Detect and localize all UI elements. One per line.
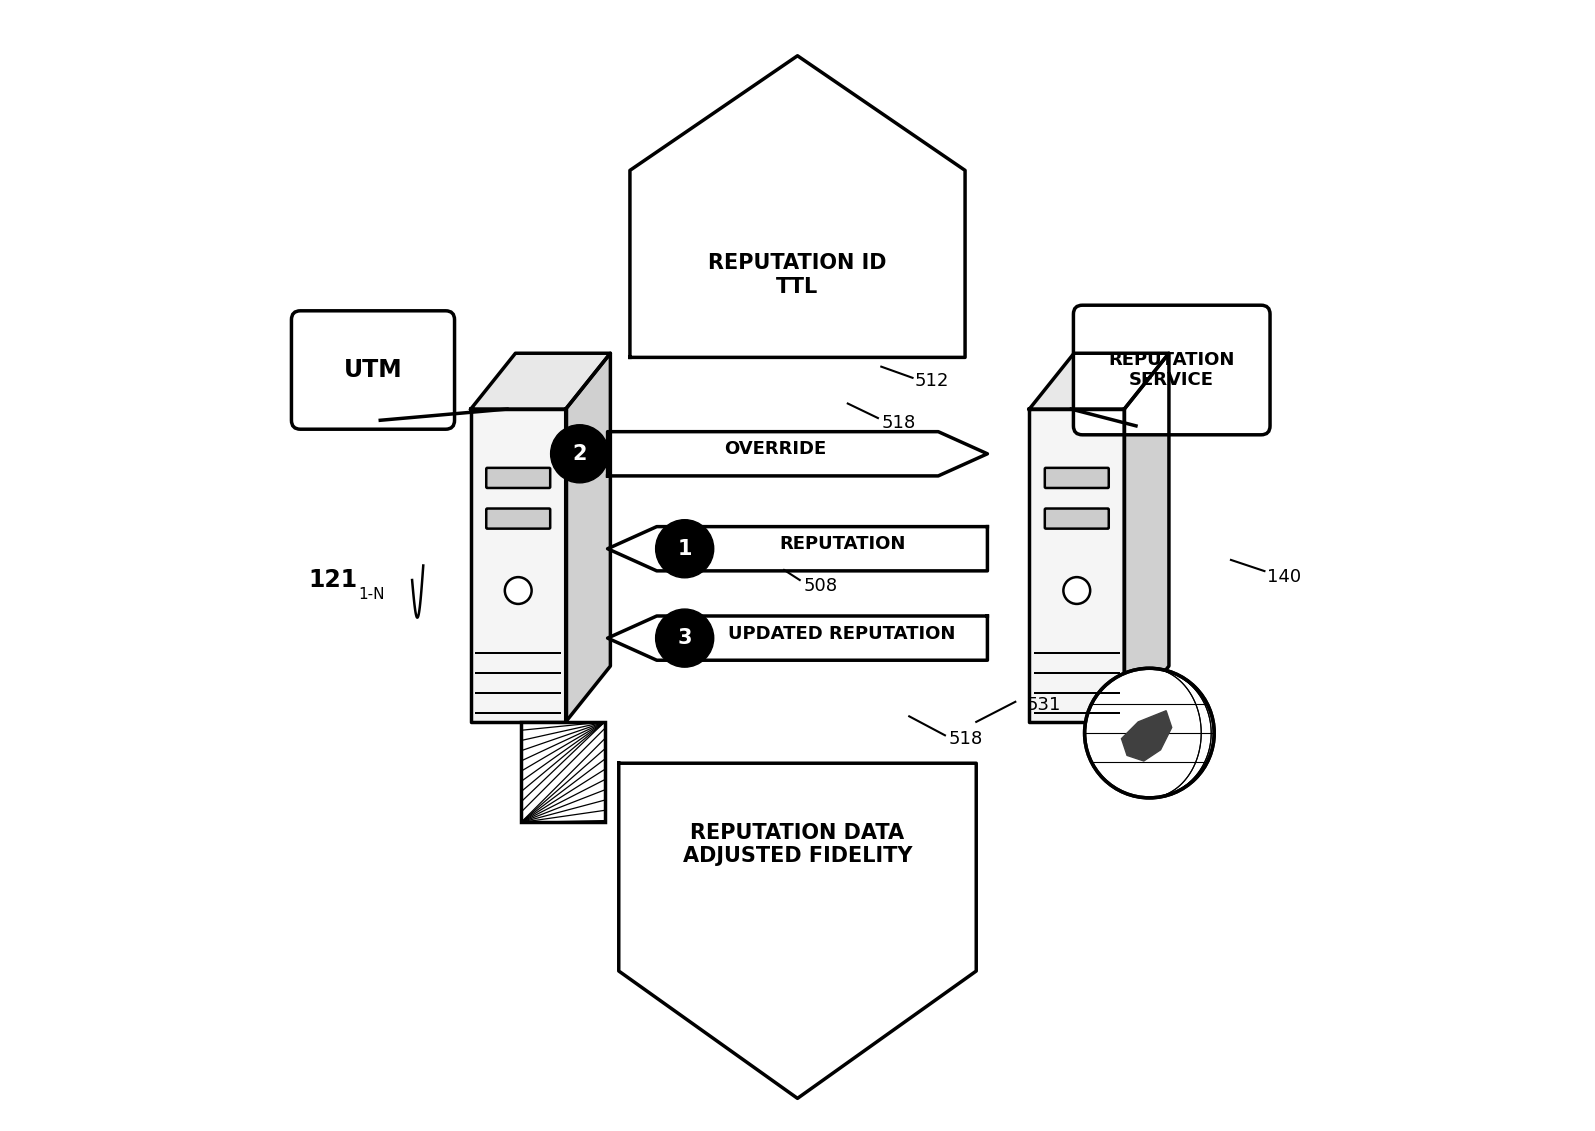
Polygon shape: [471, 353, 611, 409]
Text: 518: 518: [949, 729, 983, 748]
Text: REPUTATION ID
TTL: REPUTATION ID TTL: [708, 253, 887, 296]
FancyBboxPatch shape: [1045, 468, 1109, 487]
Text: OVERRIDE: OVERRIDE: [724, 440, 826, 458]
Text: 121: 121: [308, 568, 357, 592]
Text: 1: 1: [678, 538, 692, 559]
Polygon shape: [630, 55, 965, 357]
Polygon shape: [471, 409, 566, 722]
Circle shape: [1064, 577, 1091, 604]
Circle shape: [1085, 668, 1214, 797]
Text: UPDATED REPUTATION: UPDATED REPUTATION: [729, 624, 955, 642]
Circle shape: [504, 577, 531, 604]
Text: 3: 3: [678, 628, 692, 648]
Text: REPUTATION: REPUTATION: [778, 535, 906, 553]
FancyBboxPatch shape: [292, 311, 455, 429]
Polygon shape: [1121, 710, 1172, 761]
Bar: [522, 722, 605, 822]
Text: 518: 518: [882, 414, 916, 432]
Polygon shape: [1029, 409, 1124, 722]
Polygon shape: [619, 763, 976, 1098]
Text: 512: 512: [916, 372, 949, 390]
Text: 1-N: 1-N: [359, 587, 384, 602]
Circle shape: [656, 520, 713, 578]
Text: REPUTATION DATA
ADJUSTED FIDELITY: REPUTATION DATA ADJUSTED FIDELITY: [683, 823, 912, 866]
Polygon shape: [1029, 353, 1169, 409]
Polygon shape: [1124, 353, 1169, 722]
Circle shape: [550, 425, 609, 483]
Polygon shape: [608, 432, 987, 476]
Text: REPUTATION
SERVICE: REPUTATION SERVICE: [1109, 351, 1235, 389]
FancyBboxPatch shape: [486, 468, 550, 487]
FancyBboxPatch shape: [1045, 509, 1109, 528]
FancyBboxPatch shape: [1073, 305, 1270, 434]
Polygon shape: [608, 616, 987, 661]
Polygon shape: [566, 353, 611, 722]
Text: UTM: UTM: [343, 359, 402, 382]
Text: 531: 531: [1027, 697, 1061, 714]
Text: 140: 140: [1266, 568, 1302, 586]
Polygon shape: [608, 527, 987, 571]
Text: 2: 2: [573, 443, 587, 464]
FancyBboxPatch shape: [486, 509, 550, 528]
Circle shape: [656, 610, 713, 667]
Text: 508: 508: [804, 577, 837, 595]
